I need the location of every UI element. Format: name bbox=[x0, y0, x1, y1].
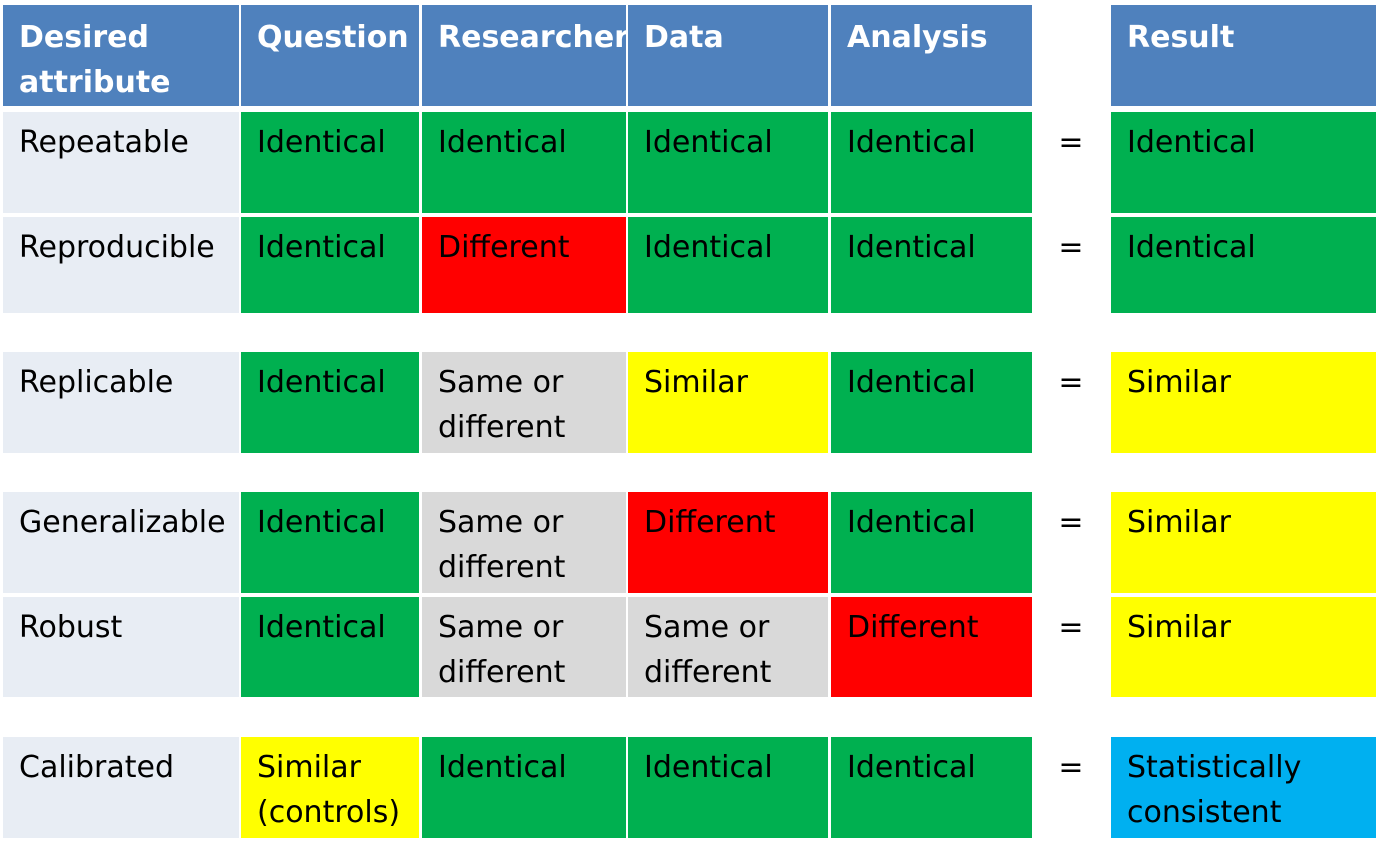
cell-analysis: Identical bbox=[831, 737, 1032, 838]
cell-data: Different bbox=[628, 492, 828, 593]
header-question: Question bbox=[241, 5, 419, 106]
cell-question: Identical bbox=[241, 597, 419, 697]
cell-analysis: Identical bbox=[831, 352, 1032, 453]
row-attribute-repeatable: Repeatable bbox=[3, 112, 239, 213]
cell-question: Identical bbox=[241, 352, 419, 453]
cell-data: Similar bbox=[628, 352, 828, 453]
equals-sign: = bbox=[1058, 505, 1084, 540]
cell-researcher: Same or different bbox=[422, 352, 626, 453]
cell-researcher: Same or different bbox=[422, 597, 626, 697]
cell-question: Identical bbox=[241, 492, 419, 593]
cell-researcher: Same or different bbox=[422, 492, 626, 593]
cell-result: Similar bbox=[1111, 597, 1376, 697]
header-researcher: Researcher bbox=[422, 5, 629, 106]
row-attribute-calibrated: Calibrated bbox=[3, 737, 239, 838]
cell-data: Identical bbox=[628, 217, 828, 313]
cell-result: Identical bbox=[1111, 112, 1376, 213]
cell-result: Statistically consistent bbox=[1111, 737, 1376, 838]
cell-question: Similar (controls) bbox=[241, 737, 419, 838]
row-attribute-generalizable: Generalizable bbox=[3, 492, 239, 593]
cell-question: Identical bbox=[241, 217, 419, 313]
cell-researcher: Different bbox=[422, 217, 626, 313]
header-attribute: Desired attribute bbox=[3, 5, 239, 106]
cell-data: Same or different bbox=[628, 597, 828, 697]
cell-analysis: Identical bbox=[831, 492, 1032, 593]
header-analysis: Analysis bbox=[831, 5, 1032, 106]
equals-sign: = bbox=[1058, 230, 1084, 265]
cell-question: Identical bbox=[241, 112, 419, 213]
cell-result: Similar bbox=[1111, 492, 1376, 593]
cell-analysis: Identical bbox=[831, 217, 1032, 313]
cell-data: Identical bbox=[628, 112, 828, 213]
equals-sign: = bbox=[1058, 750, 1084, 785]
cell-analysis: Identical bbox=[831, 112, 1032, 213]
header-data: Data bbox=[628, 5, 828, 106]
header-result: Result bbox=[1111, 5, 1376, 106]
row-attribute-reproducible: Reproducible bbox=[3, 217, 239, 313]
row-attribute-replicable: Replicable bbox=[3, 352, 239, 453]
cell-result: Similar bbox=[1111, 352, 1376, 453]
cell-result: Identical bbox=[1111, 217, 1376, 313]
cell-researcher: Identical bbox=[422, 112, 626, 213]
equals-sign: = bbox=[1058, 610, 1084, 645]
cell-analysis: Different bbox=[831, 597, 1032, 697]
equals-sign: = bbox=[1058, 125, 1084, 160]
row-attribute-robust: Robust bbox=[3, 597, 239, 697]
cell-data: Identical bbox=[628, 737, 828, 838]
equals-sign: = bbox=[1058, 365, 1084, 400]
cell-researcher: Identical bbox=[422, 737, 626, 838]
